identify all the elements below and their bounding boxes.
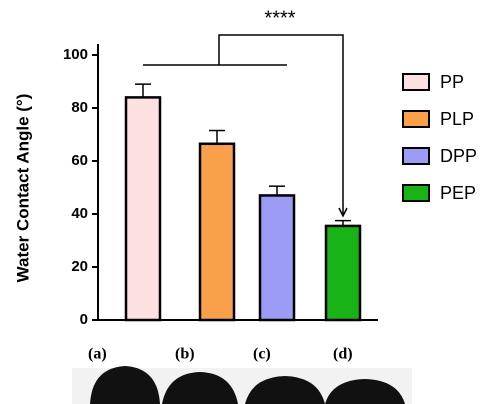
legend-label: PP — [440, 72, 464, 92]
y-tick-label: 80 — [71, 99, 88, 116]
legend-swatch — [403, 148, 429, 164]
y-tick-label: 60 — [71, 152, 88, 169]
bar — [260, 195, 294, 320]
legend-label: PLP — [440, 109, 474, 129]
legend-swatch — [403, 74, 429, 90]
significance-bracket — [143, 35, 347, 216]
y-tick-label: 40 — [71, 205, 88, 222]
legend-label: PEP — [440, 183, 476, 203]
image-label: (a) — [88, 346, 107, 363]
bar — [126, 97, 160, 320]
y-tick-label: 0 — [80, 311, 88, 328]
y-tick-label: 100 — [63, 46, 88, 63]
significance-label: **** — [264, 7, 295, 29]
y-axis-label: Water Contact Angle (°) — [13, 94, 32, 283]
legend-swatch — [403, 111, 429, 127]
y-tick-label: 20 — [71, 258, 88, 275]
image-label: (c) — [253, 346, 271, 363]
legend-label: DPP — [440, 146, 477, 166]
bar — [200, 144, 234, 320]
image-label: (b) — [175, 346, 195, 363]
image-label: (d) — [333, 346, 353, 363]
legend-swatch — [403, 185, 429, 201]
bar — [326, 226, 360, 320]
chart: Water Contact Angle (°) **** 0 20 40 60 80 10… — [0, 0, 495, 404]
